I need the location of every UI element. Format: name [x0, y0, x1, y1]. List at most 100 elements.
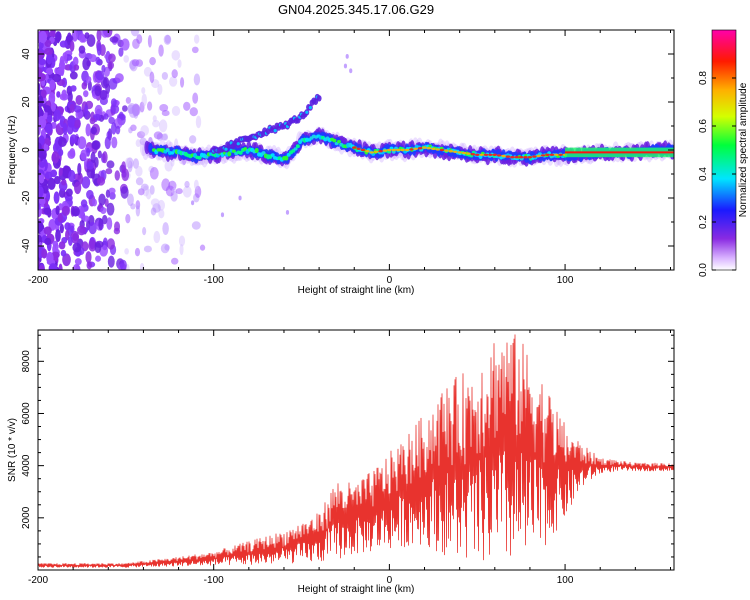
ridge-peak	[391, 148, 396, 152]
noise-blob	[171, 50, 181, 61]
colorbar-tick-label: 0.0	[698, 263, 709, 277]
noise-blob	[114, 170, 120, 181]
noise-blob	[95, 255, 102, 262]
noise-blob	[84, 32, 90, 39]
noise-blob	[39, 197, 46, 205]
y-tick-label: 8000	[21, 350, 32, 373]
noise-blob	[183, 101, 191, 111]
noise-blob	[147, 101, 153, 111]
noise-blob	[96, 42, 102, 56]
noise-blob	[132, 158, 140, 169]
noise-blob	[51, 151, 60, 164]
ridge-peak	[453, 150, 458, 153]
ridge-peak	[387, 148, 392, 152]
noise-blob	[62, 253, 71, 267]
noise-blob	[94, 104, 103, 117]
noise-blob	[58, 148, 64, 157]
noise-blob	[105, 168, 113, 175]
ridge-core	[238, 150, 243, 155]
figure-title: GN04.2025.345.17.06.G29	[278, 2, 434, 17]
noise-blob	[57, 137, 67, 148]
noise-blob	[101, 30, 110, 38]
noise-blob	[106, 202, 115, 216]
isolated-point	[220, 212, 225, 218]
ridge-peak	[426, 147, 432, 150]
branch-core	[236, 142, 240, 146]
noise-blob	[102, 214, 108, 225]
noise-blob	[90, 126, 98, 135]
noise-blob	[91, 140, 100, 150]
ridge-peak	[492, 153, 497, 156]
ridge-peak	[439, 148, 445, 152]
ridge-peak	[360, 148, 366, 152]
noise-blob	[58, 263, 63, 270]
x-tick-label: 0	[387, 275, 393, 286]
y-tick-label: 4000	[21, 454, 32, 477]
spectrogram-xlabel: Height of straight line (km)	[298, 285, 415, 296]
noise-blob	[72, 263, 81, 270]
noise-blob	[113, 227, 121, 235]
ridge-core	[231, 149, 236, 153]
noise-blob	[125, 97, 132, 104]
noise-blob	[165, 185, 175, 197]
noise-blob	[100, 207, 107, 214]
noise-blob	[90, 151, 96, 164]
y-tick-label: -20	[21, 190, 32, 205]
noise-blob	[47, 209, 52, 218]
noise-blob	[115, 125, 121, 135]
ridge-peak	[352, 146, 357, 149]
noise-blob	[143, 66, 152, 77]
branch-envelope	[316, 95, 322, 102]
noise-blob	[50, 169, 58, 178]
noise-blob	[171, 69, 178, 79]
spectrogram-marks	[38, 30, 674, 270]
noise-blob	[164, 244, 170, 251]
noise-blob	[70, 225, 75, 233]
noise-blob	[38, 30, 48, 44]
ridge-peak	[470, 153, 476, 156]
colorbar-tick-label: 0.8	[698, 71, 709, 85]
branch-core	[224, 147, 228, 151]
noise-blob	[99, 244, 109, 257]
colorbar-ticks: 0.0 0.2 0.4 0.6 0.8	[698, 71, 736, 277]
noise-blob	[161, 71, 169, 80]
noise-blob	[177, 59, 182, 68]
noise-blob	[82, 215, 90, 222]
noise-blob	[70, 85, 77, 92]
noise-blob	[141, 93, 147, 107]
ridge-peak	[479, 153, 484, 156]
noise-blob	[38, 95, 44, 108]
noise-blob	[44, 47, 53, 56]
ridge-core	[270, 153, 275, 157]
x-tick-label: -100	[204, 275, 224, 286]
ridge-peak	[518, 156, 524, 159]
ridge-peak	[545, 153, 550, 156]
noise-blob	[140, 183, 149, 191]
noise-blob	[44, 237, 52, 246]
ridge-peak	[400, 148, 405, 152]
noise-blob	[85, 123, 91, 137]
snr-frame	[37, 329, 675, 571]
noise-blob	[74, 258, 82, 266]
isolated-point	[345, 54, 349, 59]
noise-blob	[125, 157, 131, 168]
noise-blob	[53, 109, 62, 121]
y-tick-label: 0	[21, 147, 32, 153]
noise-blob	[52, 73, 62, 83]
ridge-core	[165, 148, 170, 152]
ridge-peak	[558, 153, 563, 156]
noise-blob	[62, 122, 68, 136]
noise-blob	[86, 161, 94, 170]
noise-blob	[96, 30, 102, 42]
y-tick-label: -40	[21, 238, 32, 253]
noise-blob	[59, 40, 68, 48]
noise-blob	[73, 105, 82, 113]
noise-blob	[153, 230, 161, 244]
noise-blob	[191, 221, 201, 230]
noise-blob	[80, 199, 88, 208]
noise-blob	[61, 205, 70, 216]
ridge-peak	[365, 150, 370, 153]
noise-blob	[78, 45, 86, 54]
noise-blob	[72, 242, 82, 253]
noise-blob	[80, 149, 87, 161]
